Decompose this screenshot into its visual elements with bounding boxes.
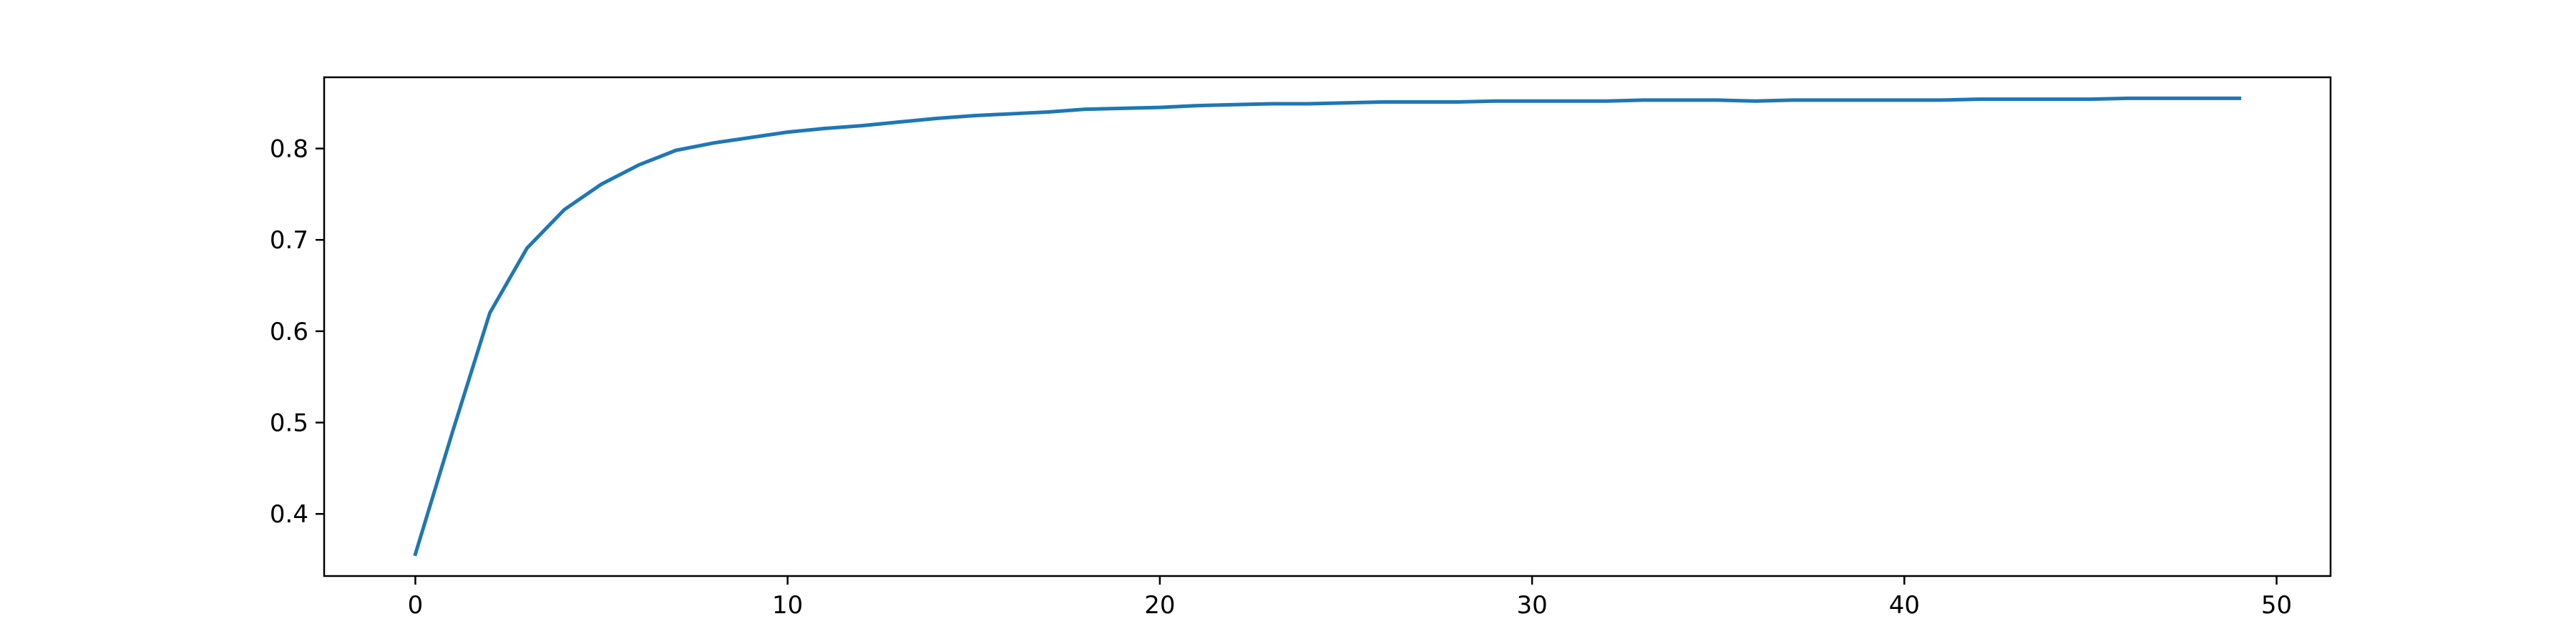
- y-tick-label: 0.6: [270, 318, 308, 346]
- y-tick-label: 0.7: [270, 226, 308, 255]
- x-axis: 0 10 20 30 40 50: [408, 576, 2292, 620]
- y-axis: 0.4 0.5 0.6 0.7 0.8: [270, 135, 324, 529]
- x-tick-label: 30: [1516, 591, 1547, 620]
- axes-frame: [323, 76, 2332, 577]
- x-tick-label: 20: [1144, 591, 1175, 620]
- y-tick-label: 0.4: [270, 500, 308, 529]
- x-tick-label: 0: [408, 591, 424, 620]
- y-tick-label: 0.5: [270, 409, 308, 438]
- series-layer: [413, 96, 2242, 557]
- x-tick-label: 50: [2261, 591, 2292, 620]
- x-tick-label: 40: [1889, 591, 1920, 620]
- x-tick-label: 10: [772, 591, 803, 620]
- plot-background: [324, 77, 2331, 576]
- plot-area: [324, 77, 2331, 576]
- series-line: [413, 96, 2242, 557]
- y-tick-label: 0.8: [270, 135, 308, 164]
